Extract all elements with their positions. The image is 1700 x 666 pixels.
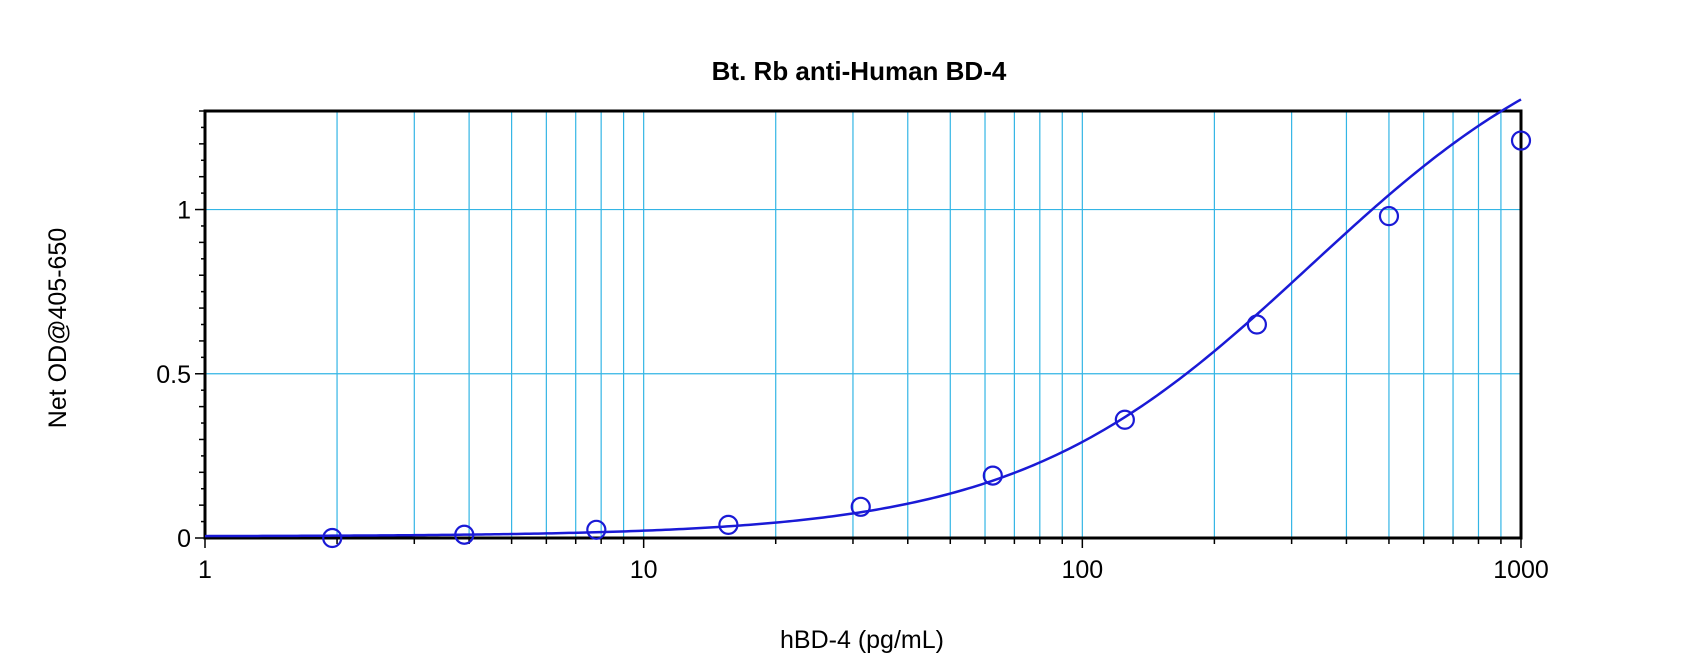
x-tick-label: 1 xyxy=(198,556,212,584)
x-tick-label: 10 xyxy=(630,556,658,584)
x-tick-label: 100 xyxy=(1061,556,1103,584)
data-point xyxy=(718,514,739,535)
fit-curve xyxy=(204,98,1522,538)
data-point xyxy=(1510,130,1532,151)
data-point xyxy=(454,524,475,545)
data-points xyxy=(322,130,1532,549)
data-point xyxy=(322,527,343,549)
fit-curve-layer xyxy=(204,98,1522,538)
data-point xyxy=(982,465,1003,486)
y-tick-label: 0 xyxy=(177,525,191,553)
plot-frame xyxy=(203,109,1523,540)
data-point xyxy=(1378,206,1400,227)
y-tick-label: 0.5 xyxy=(156,361,191,389)
y-tick-label: 1 xyxy=(177,197,191,225)
grid xyxy=(205,111,1521,538)
data-point xyxy=(1246,314,1267,335)
data-point xyxy=(850,496,871,517)
y-axis-label: Net OD@405-650 xyxy=(44,228,72,428)
x-tick-label: 1000 xyxy=(1493,556,1549,584)
axes xyxy=(195,109,1523,548)
data-point xyxy=(1114,409,1135,430)
tick-labels: 1 10 100 1000 0 0.5 1 xyxy=(156,197,1549,584)
x-axis-label: hBD-4 (pg/mL) xyxy=(780,626,944,654)
data-point xyxy=(586,519,607,540)
chart-title: Bt. Rb anti-Human BD-4 xyxy=(712,56,1007,86)
